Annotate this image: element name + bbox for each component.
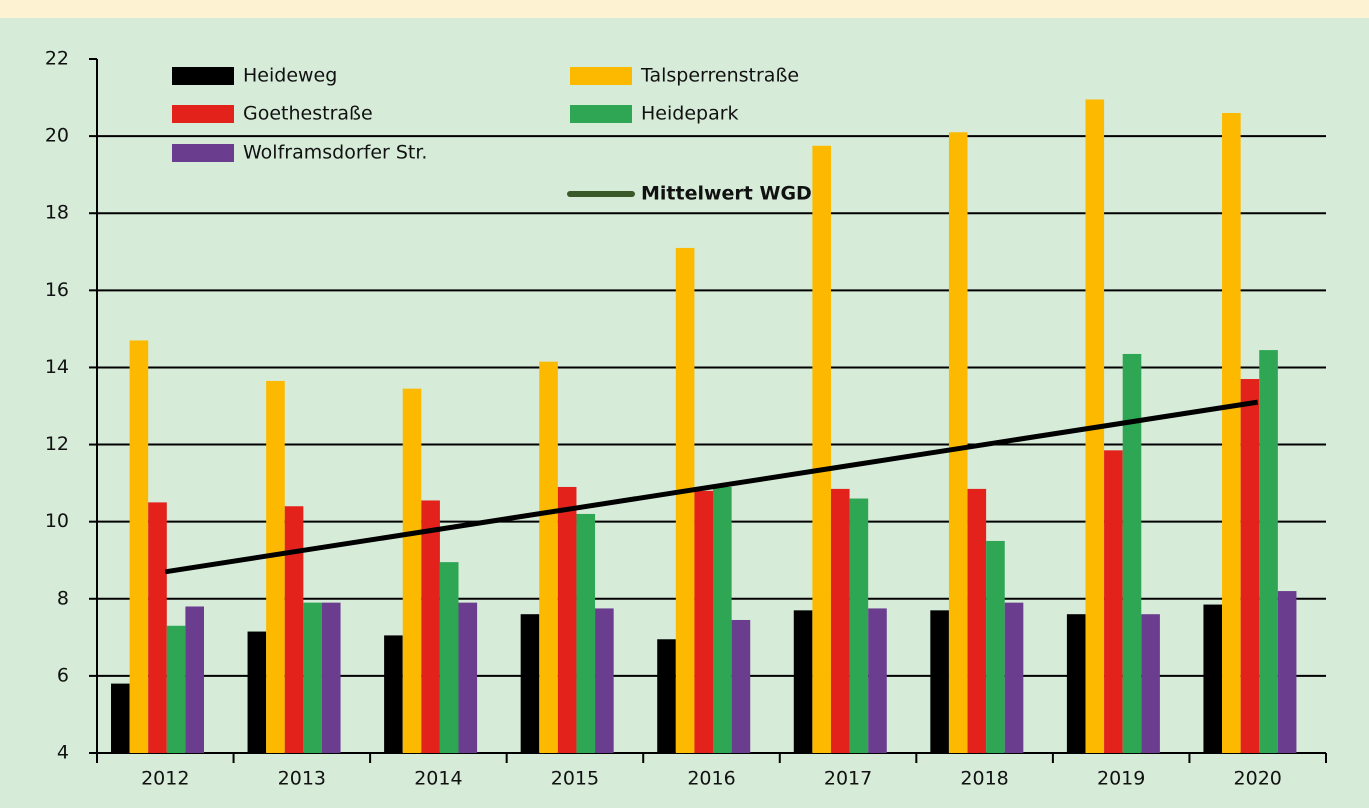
bar: [868, 608, 887, 753]
bar: [266, 380, 285, 753]
bar: [185, 606, 204, 753]
bar: [967, 488, 987, 753]
bar: [458, 602, 478, 753]
y-tick-label: 18: [45, 202, 69, 224]
bar: [557, 486, 577, 753]
bar: [321, 602, 341, 753]
legend-label: Talsperrenstraße: [640, 65, 799, 87]
bar: [1066, 614, 1086, 753]
bar: [402, 388, 422, 753]
y-tick-label: 6: [57, 664, 69, 686]
bar: [930, 610, 949, 753]
bar: [595, 608, 614, 753]
legend-label: Wolframsdorfer Str.: [243, 142, 427, 164]
x-tick-label: 2018: [960, 768, 1008, 790]
top-band: [0, 0, 1369, 18]
x-tick-label: 2016: [687, 768, 735, 790]
bar: [1240, 379, 1260, 753]
bar: [812, 145, 831, 753]
legend-swatch: [570, 105, 632, 123]
legend-swatch: [172, 67, 234, 85]
x-tick-label: 2014: [414, 768, 462, 790]
bar: [986, 540, 1005, 753]
bar: [1122, 353, 1142, 753]
x-tick-label: 2015: [551, 768, 599, 790]
bar: [576, 513, 596, 753]
legend-label: Goethestraße: [243, 103, 373, 125]
bar: [384, 635, 403, 753]
bar: [657, 639, 676, 753]
y-tick-label: 4: [57, 742, 69, 764]
bar: [539, 361, 558, 753]
x-tick-label: 2013: [278, 768, 326, 790]
bar: [1004, 602, 1024, 753]
bar: [793, 610, 813, 753]
bar: [148, 502, 167, 753]
legend-swatch: [570, 67, 632, 85]
bar: [948, 132, 968, 753]
bar: [439, 562, 459, 753]
x-tick-label: 2020: [1234, 768, 1282, 790]
y-tick-label: 22: [45, 48, 69, 70]
bar: [520, 614, 540, 753]
x-tick-label: 2012: [141, 768, 189, 790]
bar: [111, 683, 130, 753]
bar: [694, 490, 714, 753]
legend-label: Heidepark: [641, 103, 739, 125]
bar: [166, 625, 186, 753]
y-tick-label: 16: [45, 279, 69, 301]
y-tick-label: 8: [57, 587, 69, 609]
bar: [303, 602, 322, 753]
legend-label: Mittelwert WGD: [641, 183, 812, 205]
x-tick-label: 2017: [824, 768, 872, 790]
y-tick-label: 12: [45, 433, 69, 455]
legend-label: Heideweg: [243, 65, 337, 87]
bar: [129, 340, 149, 753]
y-tick-label: 20: [45, 125, 69, 147]
x-tick-label: 2019: [1097, 768, 1145, 790]
bar: [830, 488, 850, 753]
bar: [1277, 591, 1297, 753]
bar: [849, 498, 869, 753]
bar: [247, 631, 267, 753]
bar: [421, 500, 440, 753]
bar: [713, 486, 732, 753]
bar: [1203, 604, 1223, 753]
y-tick-label: 14: [45, 356, 69, 378]
legend-swatch: [172, 144, 234, 162]
y-tick-label: 10: [45, 510, 69, 532]
bar: [675, 247, 695, 753]
bar: [284, 506, 304, 753]
bar: [1141, 614, 1160, 753]
bar: [1259, 350, 1278, 753]
bar: [1104, 450, 1123, 753]
trend-line: [164, 399, 1259, 575]
bar: [1222, 112, 1241, 753]
bar: [731, 619, 751, 753]
legend-swatch: [172, 105, 234, 123]
